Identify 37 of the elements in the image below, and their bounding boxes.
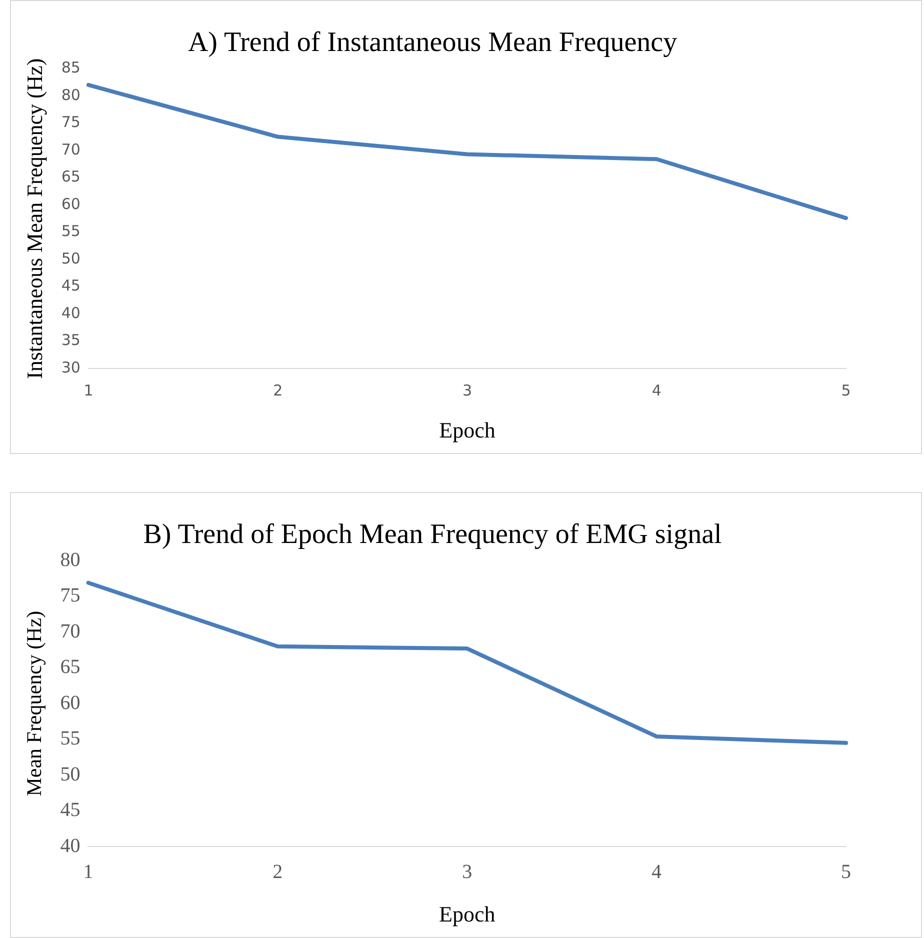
y-tick-label: 55 [60, 728, 80, 750]
y-tick-label: 55 [61, 222, 80, 240]
x-tick-label: 1 [84, 381, 94, 400]
y-tick-label: 65 [61, 168, 80, 186]
y-axis-title: Mean Frequency (Hz) [22, 610, 46, 796]
x-axis-title: Epoch [439, 902, 496, 927]
x-tick-label: 1 [83, 860, 94, 883]
x-axis-title: Epoch [439, 418, 496, 443]
chart-title: B) Trend of Epoch Mean Frequency of EMG signal [143, 519, 722, 550]
y-tick-label: 70 [60, 620, 80, 642]
y-tick-label: 85 [61, 58, 80, 76]
y-tick-label: 60 [61, 194, 80, 213]
y-tick-label: 45 [60, 799, 80, 822]
x-tick-label: 5 [841, 860, 851, 883]
y-tick-label: 80 [60, 548, 80, 571]
y-tick-label: 75 [61, 113, 80, 132]
x-tick-label: 5 [841, 381, 851, 400]
y-tick-label: 40 [60, 834, 80, 857]
x-tick-label: 2 [272, 860, 283, 883]
y-tick-label: 80 [61, 86, 80, 104]
x-tick-label: 4 [652, 860, 662, 883]
y-tick-label: 40 [61, 304, 80, 322]
x-tick-label: 2 [273, 381, 283, 400]
y-tick-label: 50 [61, 249, 80, 268]
y-tick-label: 75 [60, 584, 80, 607]
y-axis-title: Instantaneous Mean Frequency (Hz) [22, 58, 47, 379]
y-tick-label: 45 [61, 276, 80, 295]
chart-title: A) Trend of Instantaneous Mean Frequency [188, 27, 678, 58]
y-tick-label: 65 [60, 656, 80, 678]
x-tick-label: 3 [462, 381, 472, 400]
x-tick-label: 4 [652, 381, 662, 400]
y-tick-label: 60 [60, 692, 80, 714]
y-tick-label: 70 [61, 140, 80, 158]
y-tick-label: 35 [61, 331, 80, 350]
y-tick-label: 50 [60, 763, 80, 786]
y-tick-label: 30 [61, 358, 80, 376]
x-tick-label: 3 [462, 860, 472, 883]
